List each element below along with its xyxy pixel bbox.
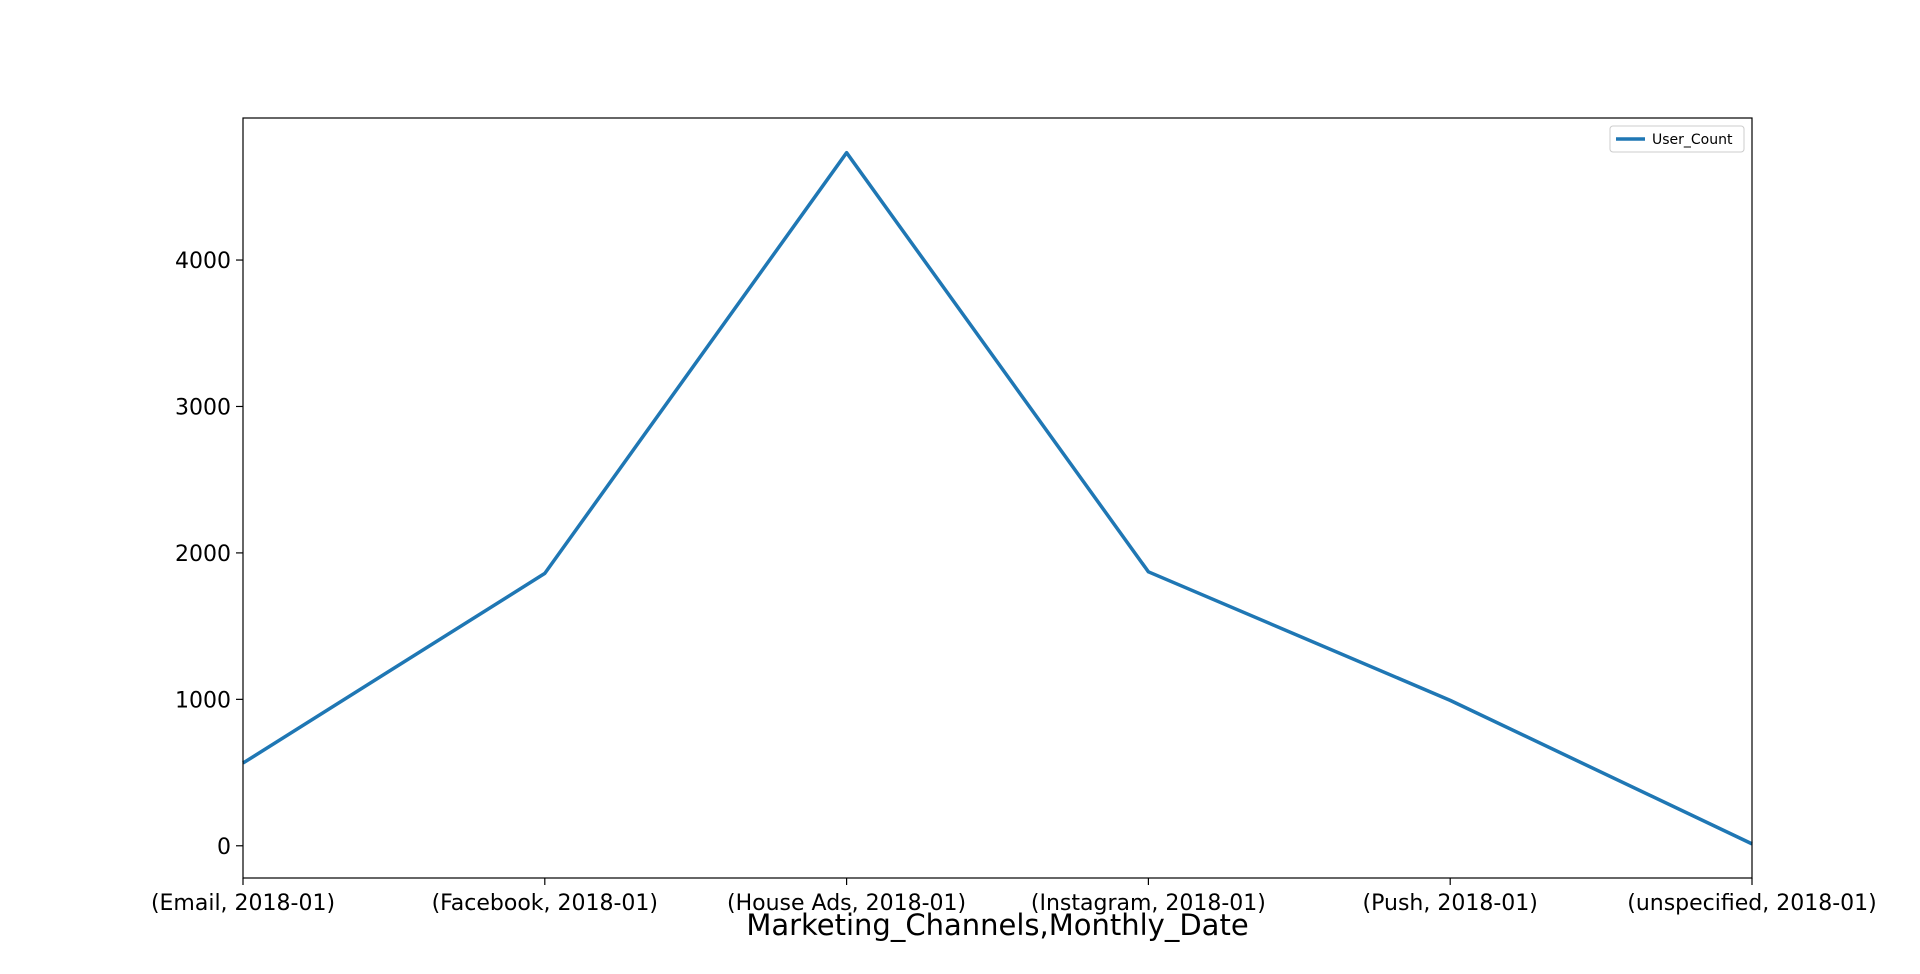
legend: User_Count <box>1609 125 1745 153</box>
y-tick-label: 3000 <box>175 395 231 420</box>
series-line-user-count <box>242 150 1753 846</box>
x-tick-label: (Push, 2018-01) <box>1363 891 1538 916</box>
x-tick-label: (Email, 2018-01) <box>151 891 335 916</box>
x-tick-label: (Facebook, 2018-01) <box>432 891 658 916</box>
y-tick-label: 0 <box>217 835 231 860</box>
y-tick-label: 2000 <box>175 542 231 567</box>
legend-label-user-count: User_Count <box>1652 132 1733 148</box>
legend-box <box>1609 125 1745 153</box>
x-tick-label: (Instagram, 2018-01) <box>1031 891 1266 916</box>
ticks-layer: 0 1000 2000 3000 4000 (Email, 2018-01) (Facebo… <box>151 249 1877 916</box>
x-axis-label: Marketing_Channels,Monthly_Date <box>746 908 1248 942</box>
series-layer <box>242 150 1753 846</box>
plot-frame <box>242 117 1753 879</box>
y-tick-label: 4000 <box>175 249 231 274</box>
x-tick-label: (unspecified, 2018-01) <box>1627 891 1877 916</box>
y-tick-label: 1000 <box>175 688 231 713</box>
x-tick-label: (House Ads, 2018-01) <box>727 891 966 916</box>
